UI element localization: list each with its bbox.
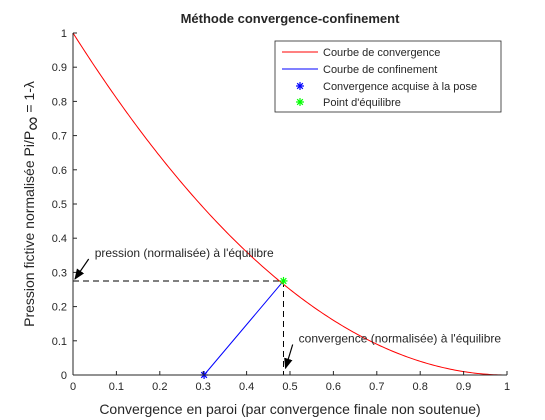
y-tick-label: 0.6 <box>52 165 67 177</box>
legend: Courbe de convergence Courbe de confinem… <box>274 40 502 113</box>
y-axis-label-main: Pression fictive normalisée Pi/P <box>21 131 37 327</box>
y-tick-label: 0.7 <box>52 131 67 143</box>
series-line-confinement <box>203 280 284 376</box>
legend-box <box>274 40 502 113</box>
x-tick-label: 0.1 <box>109 381 124 393</box>
annotation-pressure: pression (normalisée) à l'équilibre <box>95 246 274 260</box>
y-tick-label: 1 <box>61 28 67 40</box>
annotation-convergence: convergence (normalisée) à l'équilibre <box>299 332 502 346</box>
annotation-arrow-pressure <box>74 258 90 280</box>
x-tick-label: 0.2 <box>152 381 167 393</box>
y-axis-label: Pression fictive normalisée Pi/P∞ = 1-λ <box>21 81 44 327</box>
y-axis-ticks: 0 0.1 0.2 0.3 0.4 0.5 0.6 0.7 0.8 0.9 1 <box>52 28 77 382</box>
legend-marker-pose <box>296 82 304 90</box>
legend-asterisk-equilibrium <box>296 98 304 106</box>
x-tick-label: 0.3 <box>196 381 211 393</box>
x-axis-label: Convergence en paroi (par convergence fi… <box>99 401 480 417</box>
legend-label-convergence: Courbe de convergence <box>323 47 440 59</box>
y-tick-label: 0.8 <box>52 96 67 108</box>
legend-marker-equilibrium <box>296 98 304 106</box>
x-tick-label: 0 <box>70 381 76 393</box>
annotations: pression (normalisée) à l'équilibre conv… <box>74 246 502 370</box>
x-tick-label: 1 <box>504 381 510 393</box>
series-line-convergence <box>72 32 508 376</box>
y-axis-label-suffix: = 1-λ <box>21 81 37 116</box>
x-tick-label: 0.7 <box>369 381 384 393</box>
x-axis-ticks: 0 0.1 0.2 0.3 0.4 0.5 0.6 0.7 0.8 0.9 1 <box>70 371 510 393</box>
y-tick-label: 0 <box>61 370 67 382</box>
series-layer <box>72 32 508 376</box>
marker-equilibrium-point <box>279 276 288 285</box>
y-tick-label: 0.5 <box>52 199 67 211</box>
x-tick-label: 0.6 <box>326 381 341 393</box>
y-tick-label: 0.1 <box>52 336 67 348</box>
legend-label-equilibrium: Point d'équilibre <box>323 97 401 109</box>
y-tick-label: 0.3 <box>52 267 67 279</box>
legend-label-pose: Convergence acquise à la pose <box>323 81 477 93</box>
x-tick-label: 0.4 <box>239 381 254 393</box>
y-tick-label: 0.2 <box>52 302 67 314</box>
x-tick-label: 0.9 <box>456 381 471 393</box>
y-tick-label: 0.4 <box>52 233 67 245</box>
guide-lines <box>73 280 284 375</box>
x-tick-label: 0.5 <box>282 381 297 393</box>
annotation-arrow-convergence <box>284 344 294 370</box>
chart-title: Méthode convergence-confinement <box>181 11 401 26</box>
legend-asterisk-pose <box>296 82 304 90</box>
legend-label-confinement: Courbe de confinement <box>323 64 437 76</box>
x-tick-label: 0.8 <box>413 381 428 393</box>
y-axis-label-sub: ∞ <box>22 117 44 131</box>
y-tick-label: 0.9 <box>52 62 67 74</box>
